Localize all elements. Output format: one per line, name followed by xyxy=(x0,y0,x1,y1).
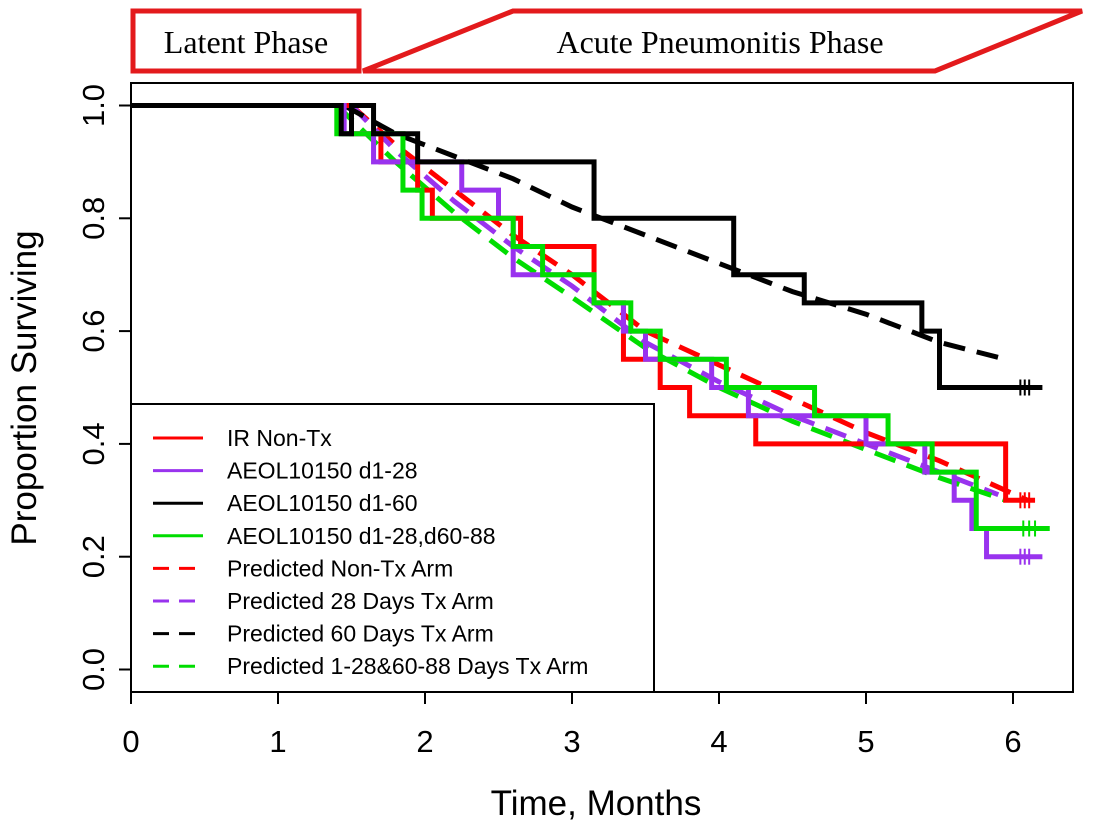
legend-entry: Predicted 1-28&60-88 Days Tx Arm xyxy=(227,653,588,679)
x-tick-label: 2 xyxy=(416,724,433,759)
x-tick-label: 5 xyxy=(857,724,874,759)
y-tick-label: 0.4 xyxy=(76,422,111,465)
y-tick-label: 0.8 xyxy=(76,197,111,240)
legend-entry: AEOL10150 d1-60 xyxy=(227,490,418,516)
series-line-predicted-60-days-tx-arm xyxy=(342,103,1007,362)
series-line-aeol10150-d1-60 xyxy=(131,103,1043,390)
acute-phase-box xyxy=(362,8,1083,74)
series-line-aeol10150-d1-28-d60-88 xyxy=(131,103,1050,531)
y-axis-title: Proportion Surviving xyxy=(5,230,44,545)
legend: IR Non-Tx AEOL10150 d1-28 AEOL10150 d1-60 A… xyxy=(130,403,655,693)
axes: 0 1 2 3 4 5 6 0.0 0.2 0.4 0.6 0.8 1.0 xyxy=(76,82,1074,759)
acute-phase-label: Acute Pneumonitis Phase xyxy=(556,24,883,60)
latent-phase-box xyxy=(130,8,362,74)
legend-entry: Predicted 28 Days Tx Arm xyxy=(227,588,494,614)
y-tick-label: 0.0 xyxy=(76,648,111,691)
axis-labels: Time, Months Proportion Surviving xyxy=(5,230,701,823)
latent-phase-label: Latent Phase xyxy=(164,24,328,60)
x-tick-label: 3 xyxy=(563,724,580,759)
legend-entry: Predicted Non-Tx Arm xyxy=(227,555,453,581)
y-tick-label: 1.0 xyxy=(76,84,111,127)
legend-box xyxy=(130,403,655,693)
legend-entry: AEOL10150 d1-28 xyxy=(227,458,418,484)
x-tick-label: 1 xyxy=(269,724,286,759)
legend-entry: IR Non-Tx xyxy=(227,425,332,451)
legend-entry: AEOL10150 d1-28,d60-88 xyxy=(227,523,496,549)
series-line-predicted-non-tx-arm xyxy=(349,103,1029,503)
x-tick-label: 0 xyxy=(122,724,139,759)
legend-entry: Predicted 60 Days Tx Arm xyxy=(227,621,494,647)
phase-banner: Latent Phase Acute Pneumonitis Phase xyxy=(130,8,1083,74)
x-tick-label: 4 xyxy=(710,724,727,759)
plot-series xyxy=(131,103,1050,565)
y-tick-label: 0.6 xyxy=(76,310,111,353)
y-tick-label: 0.2 xyxy=(76,535,111,578)
x-axis-title: Time, Months xyxy=(491,784,702,823)
x-tick-label: 6 xyxy=(1004,724,1021,759)
